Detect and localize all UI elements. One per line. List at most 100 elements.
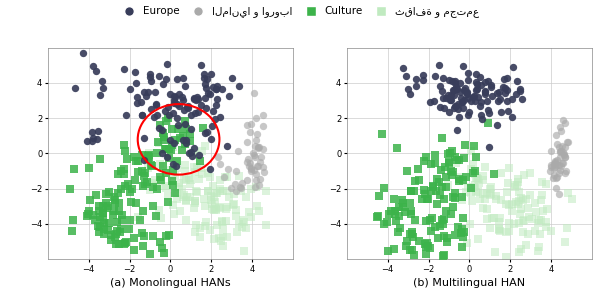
Point [155, 179, 165, 183]
Point [551, 176, 561, 181]
Point [511, 199, 521, 204]
Point [82, 214, 91, 218]
Point [160, 146, 170, 151]
Point [87, 139, 97, 143]
Point [559, 149, 568, 154]
Point [168, 162, 178, 167]
Point [145, 151, 154, 156]
Point [460, 142, 470, 147]
Point [407, 230, 416, 235]
Point [257, 154, 266, 159]
Point [192, 164, 202, 169]
Point [475, 104, 484, 108]
Point [447, 97, 456, 102]
Point [467, 199, 477, 204]
Point [251, 185, 260, 190]
Point [252, 204, 262, 209]
Point [458, 216, 468, 221]
Point [437, 217, 447, 222]
Point [68, 228, 77, 233]
Point [250, 155, 260, 159]
Point [455, 81, 465, 86]
Point [95, 215, 105, 220]
Point [99, 220, 109, 225]
Point [224, 93, 234, 98]
Point [398, 204, 408, 209]
Point [184, 104, 193, 109]
Point [246, 169, 256, 173]
Point [547, 229, 556, 234]
Point [151, 178, 160, 182]
Point [462, 90, 472, 95]
Point [476, 100, 486, 104]
Point [119, 167, 129, 171]
Point [155, 175, 164, 180]
Point [426, 100, 435, 105]
Point [462, 240, 472, 245]
Point [155, 161, 165, 166]
Point [138, 152, 147, 157]
Point [234, 84, 244, 89]
Point [184, 150, 194, 155]
Point [196, 226, 205, 231]
Point [101, 192, 111, 197]
Point [114, 172, 123, 177]
Point [178, 76, 188, 80]
Point [501, 86, 510, 90]
Point [93, 136, 102, 141]
Point [519, 172, 529, 177]
Point [254, 146, 263, 150]
Point [482, 99, 492, 103]
Point [389, 246, 398, 251]
Point [551, 162, 561, 167]
Point [154, 125, 164, 130]
Point [177, 148, 187, 152]
Point [407, 248, 417, 252]
Point [99, 232, 108, 237]
Point [557, 144, 567, 148]
Point [203, 171, 212, 176]
Point [109, 212, 118, 217]
Point [485, 226, 495, 231]
Point [176, 136, 185, 140]
Point [186, 127, 196, 132]
Point [221, 175, 230, 179]
Point [169, 212, 179, 216]
Point [390, 211, 400, 216]
Point [147, 78, 156, 83]
Point [157, 215, 166, 220]
Point [556, 163, 566, 168]
Point [490, 250, 500, 254]
Point [191, 200, 200, 205]
Point [483, 108, 492, 112]
Point [179, 193, 189, 197]
Point [133, 215, 142, 220]
Point [116, 226, 126, 231]
Point [111, 201, 120, 205]
Point [502, 75, 512, 80]
Point [476, 113, 486, 118]
Point [432, 177, 442, 182]
Point [409, 189, 419, 194]
Point [487, 185, 496, 190]
Point [457, 197, 466, 202]
Point [473, 177, 483, 181]
Point [192, 95, 202, 100]
Point [168, 167, 178, 172]
Point [243, 157, 253, 162]
Point [421, 244, 431, 249]
Point [127, 200, 136, 204]
Point [559, 153, 569, 157]
Point [447, 148, 457, 153]
Point [463, 96, 472, 101]
Point [145, 252, 155, 256]
Point [455, 175, 465, 180]
Point [472, 176, 482, 180]
Point [113, 190, 123, 195]
Point [91, 68, 101, 73]
Point [562, 140, 571, 145]
Point [69, 167, 79, 172]
Point [443, 93, 453, 97]
Point [261, 223, 271, 228]
Point [533, 248, 543, 253]
